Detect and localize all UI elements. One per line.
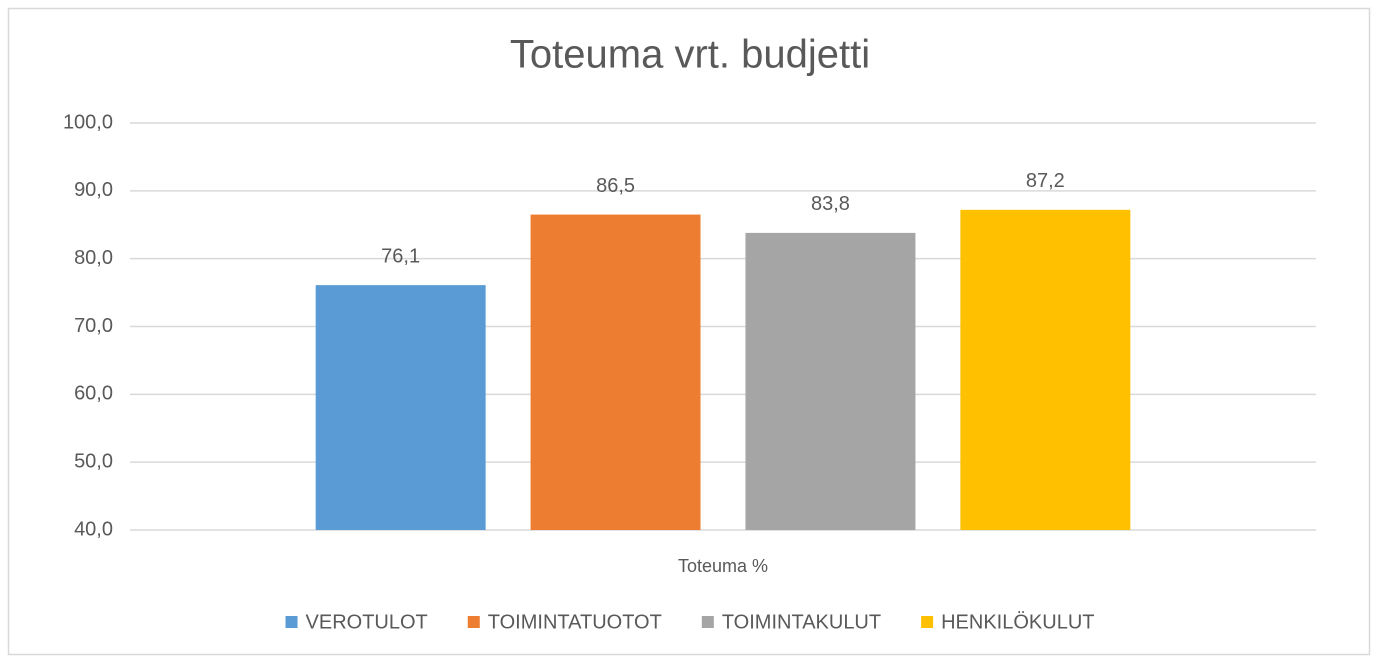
bar bbox=[745, 232, 916, 530]
legend-swatch bbox=[921, 616, 934, 628]
legend-label: HENKILÖKULUT bbox=[941, 611, 1094, 633]
y-tick-label: 50,0 bbox=[74, 450, 113, 472]
x-tick-label: Toteuma % bbox=[678, 556, 768, 576]
y-tick-label: 80,0 bbox=[74, 247, 113, 269]
bar bbox=[960, 209, 1131, 530]
data-label: 86,5 bbox=[596, 175, 635, 197]
y-tick-label: 70,0 bbox=[74, 315, 113, 337]
legend-swatch bbox=[285, 616, 298, 628]
y-tick-label: 90,0 bbox=[74, 179, 113, 201]
legend-swatch bbox=[467, 616, 480, 628]
y-tick-label: 60,0 bbox=[74, 383, 113, 405]
legend-label: VEROTULOT bbox=[306, 611, 428, 633]
legend-label: TOIMINTAKULUT bbox=[722, 611, 881, 633]
legend-swatch bbox=[701, 616, 714, 628]
data-label: 87,2 bbox=[1026, 170, 1065, 192]
legend-label: TOIMINTATUOTOT bbox=[488, 611, 662, 633]
y-tick-label: 100,0 bbox=[63, 111, 113, 133]
data-label: 76,1 bbox=[381, 245, 420, 267]
chart-title: Toteuma vrt. budjetti bbox=[510, 33, 870, 77]
data-label: 83,8 bbox=[811, 193, 850, 215]
bar bbox=[315, 285, 486, 530]
bar bbox=[530, 214, 701, 530]
y-tick-label: 40,0 bbox=[74, 518, 113, 540]
